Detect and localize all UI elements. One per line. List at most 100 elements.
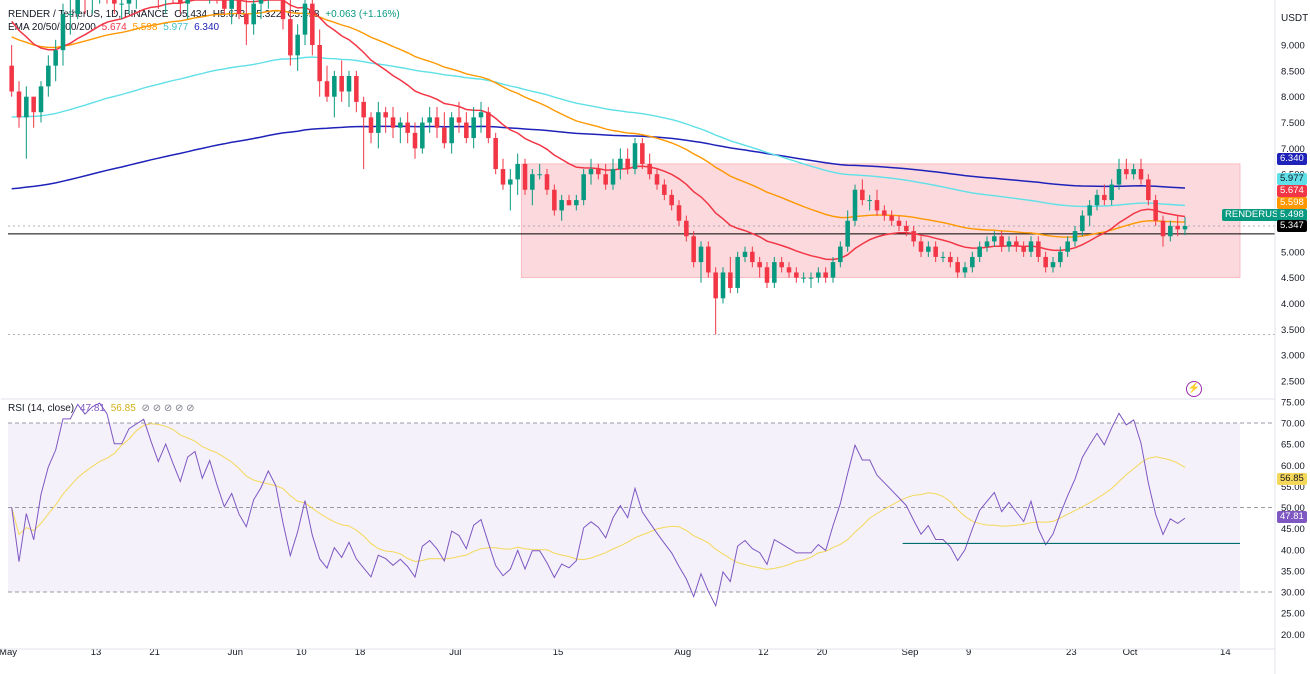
rsi-tick-label: 20.00 [1281,630,1305,641]
rsi-tick-label: 55.00 [1281,482,1305,493]
rsi-settings-icons[interactable]: ⊘ ⊘ ⊘ ⊘ ⊘ [141,403,195,414]
ema50-value: 5.598 [132,22,158,33]
open-value: O5.434 [174,9,208,20]
candle-body [537,174,542,176]
rsi-layer [11,402,1240,608]
candle-body [530,174,535,190]
candle-body [258,0,264,4]
candle-body [1050,262,1056,268]
candle-body [288,19,293,56]
candle-body [742,251,748,257]
candle-body [816,272,821,278]
candle-body [1065,241,1070,252]
candle-body [324,81,330,97]
price-tick-label: 3.500 [1281,325,1305,336]
candle-body [1131,169,1136,175]
candle-body [1028,241,1034,252]
candle-body [442,127,447,144]
candle-body [1014,241,1019,247]
lightning-icon[interactable]: ⚡ [1186,381,1202,397]
time-tick-label: May [0,647,17,658]
candle-body [764,267,770,283]
candle-body [434,117,440,128]
candle-body [713,272,718,299]
candle-body [544,174,550,190]
candle-body [852,189,858,221]
rsi-axis-label: 47.81 [1277,511,1307,523]
price-tick-label: 8.000 [1281,92,1305,103]
candle-body [676,205,682,221]
candle-body [970,256,975,268]
ema-label: EMA 20/50/100/200 [8,22,96,33]
candle-body [449,117,454,144]
candle-body [339,76,344,92]
rsi-legend-value: 47.81 [79,403,105,414]
candle-body [1175,225,1180,230]
candle-body [1094,194,1100,206]
candle-body [478,112,484,118]
rsi-tick-label: 70.00 [1281,419,1305,430]
candle-body [302,3,308,35]
candle-body [757,262,762,268]
price-tick-label: 2.500 [1281,377,1305,388]
candle-body [801,277,806,279]
candle-body [786,267,792,273]
candle-body [354,76,359,102]
time-tick-label: 14 [1220,647,1231,658]
candle-body [1116,169,1122,185]
candle-body [310,3,315,46]
rsi-ma-axis-label: 56.85 [1277,473,1307,485]
candle-body [398,122,403,128]
close-axis-label: 5.498 [1277,209,1307,221]
candle-body [295,34,300,56]
candle-body [1168,225,1173,237]
rsi-tick-label: 45.00 [1281,524,1305,535]
rsi-tick-label: 75.00 [1281,397,1305,408]
candle-body [68,13,73,15]
candle-body [566,200,572,206]
candle-body [559,200,564,211]
candle-body [728,272,733,288]
candle-body [669,194,674,206]
consolidation-zone [520,163,1241,279]
currency-label[interactable]: USDT [1281,13,1309,24]
candle-body [632,143,638,170]
candle-body [1087,205,1092,216]
candle-body [1043,256,1048,268]
candle-body [1021,246,1026,252]
ema50-axis-label: 5.598 [1277,197,1307,209]
candle-body [750,251,755,263]
candle-body [1072,231,1078,242]
rsi-label: RSI (14, close) [8,403,75,414]
candle-body [1058,251,1063,263]
price-tick-label: 9.000 [1281,41,1305,52]
candle-body [933,246,938,257]
rsi-tick-label: 35.00 [1281,566,1305,577]
candle-body [53,50,58,66]
candle-body [24,96,29,118]
candle-body [962,267,968,273]
time-tick-label: 9 [966,647,971,658]
candle-body [38,86,44,113]
candle-body [383,112,388,118]
candle-body [222,0,227,9]
time-tick-label: 20 [817,647,828,658]
price-tick-label: 8.500 [1281,66,1305,77]
time-tick-label: 21 [149,647,160,658]
candle-body [838,246,843,263]
candle-body [420,122,425,149]
candle-body [779,262,784,268]
candle-body [9,65,14,92]
price-tick-label: 7.000 [1281,144,1305,155]
candle-body [662,184,667,195]
candle-body [361,101,366,118]
low-value: L5.322 [250,9,282,20]
candle-body [911,231,916,242]
candle-body [126,0,132,4]
consolidation-zone-layer [520,163,1241,279]
candle-body [317,45,322,82]
time-tick-label: 10 [296,647,307,658]
candle-body [889,215,894,221]
candle-body [280,0,286,20]
